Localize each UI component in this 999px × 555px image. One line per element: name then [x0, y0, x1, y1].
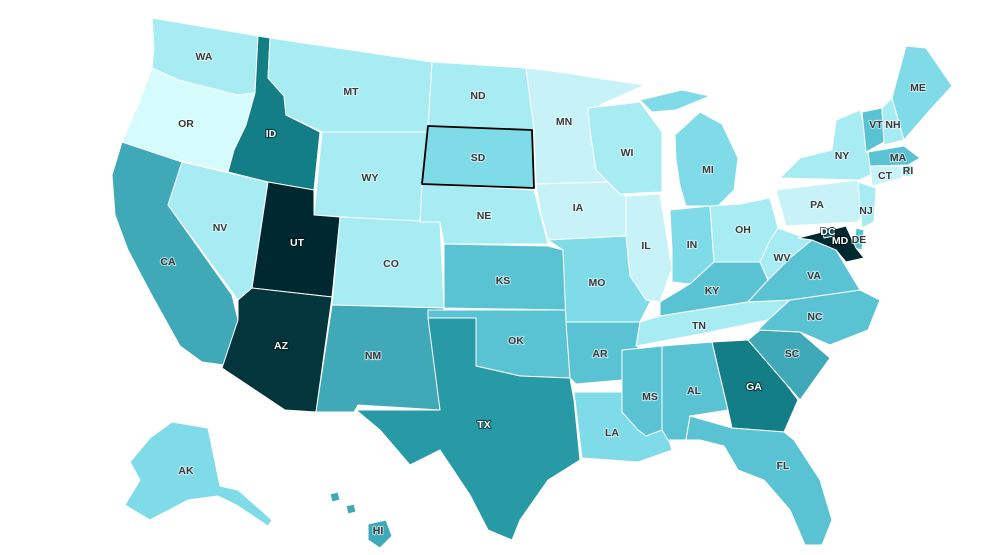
state-mi[interactable]: [639, 89, 739, 207]
state-ks[interactable]: [443, 243, 567, 311]
state-ri[interactable]: [901, 164, 913, 177]
state-ak[interactable]: [124, 421, 273, 527]
state-ia[interactable]: [535, 181, 631, 241]
state-nc[interactable]: [747, 289, 881, 346]
state-vt[interactable]: [861, 107, 885, 153]
state-nd[interactable]: [427, 61, 535, 131]
state-nm[interactable]: [315, 304, 445, 413]
state-md[interactable]: [797, 225, 865, 263]
state-ma[interactable]: [867, 145, 921, 167]
state-pa[interactable]: [775, 179, 871, 227]
selected-state-outline: [421, 125, 535, 189]
state-ct[interactable]: [869, 165, 903, 187]
state-sd[interactable]: [421, 125, 535, 189]
state-nj[interactable]: [857, 181, 877, 229]
state-wi[interactable]: [587, 101, 663, 195]
state-mt[interactable]: [267, 37, 433, 133]
state-il[interactable]: [625, 193, 673, 303]
state-hi[interactable]: [329, 491, 393, 549]
state-wy[interactable]: [313, 131, 429, 223]
state-de[interactable]: [853, 227, 865, 251]
state-fl[interactable]: [667, 415, 833, 546]
state-tx[interactable]: [355, 317, 581, 541]
state-ny[interactable]: [779, 109, 877, 181]
state-dc[interactable]: [821, 225, 835, 239]
state-co[interactable]: [331, 216, 445, 309]
state-me[interactable]: [891, 45, 953, 141]
state-az[interactable]: [221, 287, 333, 413]
states-layer: [111, 17, 953, 549]
selection-layer: [421, 125, 535, 189]
